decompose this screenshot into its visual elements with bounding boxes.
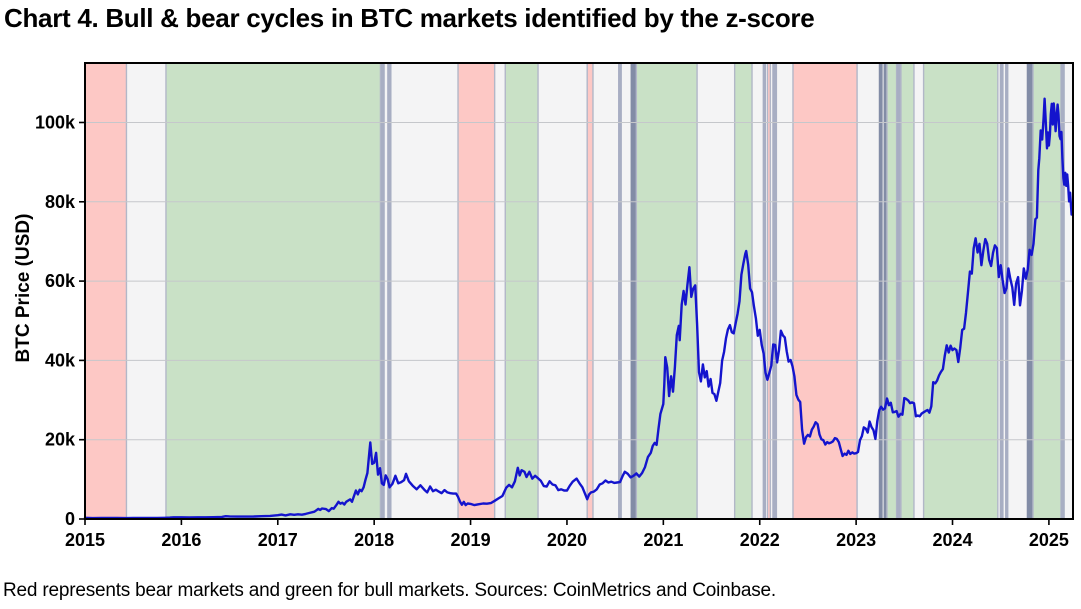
x-tick-label: 2025 [1029,530,1069,550]
regime-band-div [896,63,901,519]
regime-band-divd [1026,63,1033,519]
source-caption: Red represents bear markets and green fo… [3,580,776,601]
y-tick-label: 20k [45,430,76,450]
x-tick-label: 2017 [258,530,298,550]
x-tick-label: 2024 [932,530,972,550]
regime-band-bull [923,63,998,519]
y-tick-label: 80k [45,192,76,212]
regime-band-divd [878,63,883,519]
regime-band-div [762,63,766,519]
x-tick-label: 2020 [547,530,587,550]
x-tick-label: 2015 [65,530,105,550]
y-tick-label: 100k [35,112,76,132]
x-tick-label: 2023 [836,530,876,550]
regime-band-div [772,63,778,519]
y-axis-title: BTC Price (USD) [13,213,34,363]
regime-band-bull [505,63,539,519]
x-tick-label: 2018 [354,530,394,550]
x-tick-label: 2021 [643,530,683,550]
regime-band-bear [767,63,771,519]
x-tick-label: 2022 [740,530,780,550]
regime-band-div [387,63,392,519]
plot-border [84,62,1074,520]
regime-band-bull [886,63,897,519]
regime-band-div [1060,63,1065,519]
y-tick-label: 40k [45,350,76,370]
regime-band-div [618,63,622,519]
regime-band-div [1005,63,1009,519]
chart-title: Chart 4. Bull & bear cycles in BTC marke… [4,3,815,33]
y-tick-label: 60k [45,271,76,291]
regime-band-bear [458,63,495,519]
regime-band-div [380,63,385,519]
regime-band-bull [734,63,753,519]
x-tick-label: 2016 [161,530,201,550]
x-tick-label: 2019 [451,530,491,550]
regime-band-divd [883,63,887,519]
btc-price-line [83,97,1073,520]
regime-band-bull [900,63,914,519]
regime-band-bear [587,63,593,519]
regime-band-bear [85,63,127,519]
regime-band-divd [630,63,637,519]
regime-band-div [999,63,1004,519]
regime-band-bull [165,63,381,519]
y-tick-label: 0 [65,509,75,529]
